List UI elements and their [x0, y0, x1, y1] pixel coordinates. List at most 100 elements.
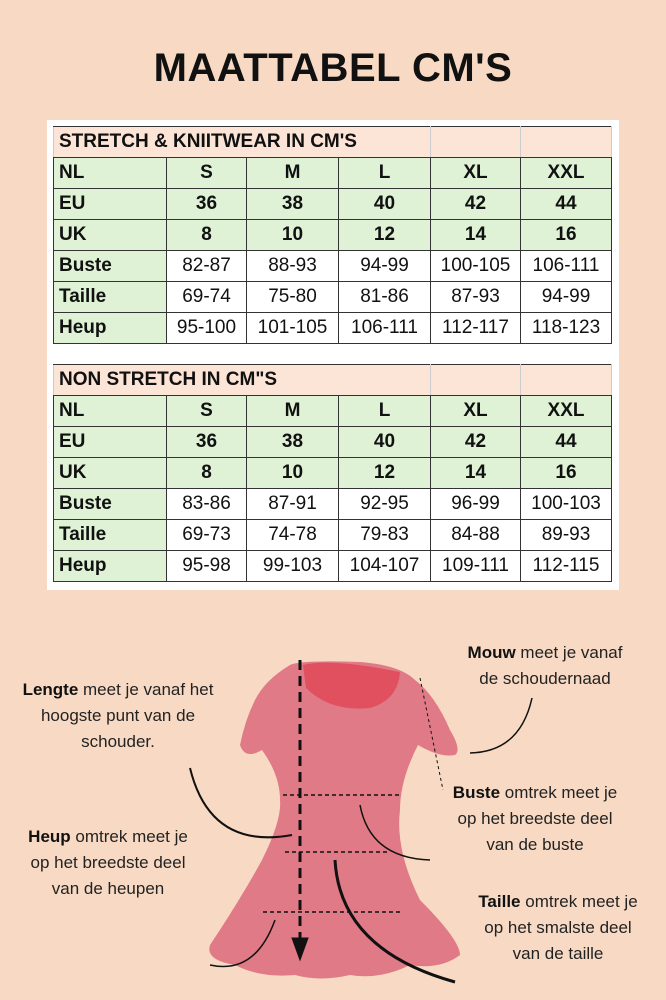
- table-cell: 69-73: [166, 519, 247, 551]
- table-cell: 16: [520, 219, 612, 251]
- dress-illustration: [189, 660, 533, 984]
- table-cell: 81-86: [338, 281, 431, 313]
- table-cell: M: [246, 395, 339, 427]
- table-cell: 112-117: [430, 312, 521, 344]
- row-label: Buste: [53, 250, 167, 282]
- table-heading: STRETCH & KNIITWEAR IN CM'S: [53, 126, 431, 158]
- empty-cell: [520, 126, 612, 158]
- table-cell: 84-88: [430, 519, 521, 551]
- table-cell: 106-111: [520, 250, 612, 282]
- table-cell: S: [166, 395, 247, 427]
- mouw-note: Mouw meet je vanaf de schoudernaad: [467, 643, 623, 688]
- row-label: Buste: [53, 488, 167, 520]
- table-cell: 40: [338, 426, 431, 458]
- table-cell: M: [246, 157, 339, 189]
- table-cell: 40: [338, 188, 431, 220]
- table-cell: 38: [246, 188, 339, 220]
- table-cell: 100-103: [520, 488, 612, 520]
- table-cell: XXL: [520, 157, 612, 189]
- non-stretch-size-table: NON STRETCH IN CM"S NL S M L XL XXL EU 36 38 40 42 4…: [53, 364, 612, 582]
- empty-cell: [430, 126, 521, 158]
- row-label: Taille: [53, 281, 167, 313]
- table-cell: 112-115: [520, 550, 612, 582]
- stretch-size-table: STRETCH & KNIITWEAR IN CM'S NL S M L XL XXL EU 3…: [53, 126, 612, 344]
- table-heading: NON STRETCH IN CM"S: [53, 364, 431, 396]
- table-row: Heup 95-100 101-105 106-111 112-117 118-123: [53, 312, 612, 344]
- table-row: Taille 69-73 74-78 79-83 84-88 89-93: [53, 519, 612, 551]
- table-cell: 94-99: [338, 250, 431, 282]
- table-cell: 69-74: [166, 281, 247, 313]
- table-cell: 95-100: [166, 312, 247, 344]
- table-cell: 92-95: [338, 488, 431, 520]
- table-cell: XL: [430, 157, 521, 189]
- table-cell: 96-99: [430, 488, 521, 520]
- table-cell: 99-103: [246, 550, 339, 582]
- table-cell: 38: [246, 426, 339, 458]
- taille-note: Taille omtrek meet je op het smalste deel…: [478, 892, 638, 963]
- table-row: Taille 69-74 75-80 81-86 87-93 94-99: [53, 281, 612, 313]
- table-cell: 44: [520, 188, 612, 220]
- row-label: NL: [53, 395, 167, 427]
- page-title: MAATTABEL CM'S: [153, 46, 513, 90]
- table-cell: 10: [246, 457, 339, 489]
- row-label: Heup: [53, 550, 167, 582]
- table-cell: 101-105: [246, 312, 339, 344]
- buste-note: Buste omtrek meet je op het breedste deel…: [452, 783, 618, 854]
- table-row: Buste 83-86 87-91 92-95 96-99 100-103: [53, 488, 612, 520]
- table-cell: 88-93: [246, 250, 339, 282]
- table-cell: 87-91: [246, 488, 339, 520]
- table-cell: 12: [338, 219, 431, 251]
- table-cell: 83-86: [166, 488, 247, 520]
- empty-cell: [430, 364, 521, 396]
- row-label: EU: [53, 426, 167, 458]
- table-cell: 100-105: [430, 250, 521, 282]
- table-cell: 36: [166, 188, 247, 220]
- dress-icon: [209, 661, 460, 979]
- table-cell: 8: [166, 457, 247, 489]
- table-cell: 16: [520, 457, 612, 489]
- table-cell: 118-123: [520, 312, 612, 344]
- table-cell: 42: [430, 426, 521, 458]
- row-label: Taille: [53, 519, 167, 551]
- table-cell: 75-80: [246, 281, 339, 313]
- table-cell: XXL: [520, 395, 612, 427]
- table-cell: 87-93: [430, 281, 521, 313]
- table-row: UK 8 10 12 14 16: [53, 457, 612, 489]
- table-cell: 74-78: [246, 519, 339, 551]
- row-label: EU: [53, 188, 167, 220]
- row-label: NL: [53, 157, 167, 189]
- table-row: EU 36 38 40 42 44: [53, 426, 612, 458]
- table-cell: 79-83: [338, 519, 431, 551]
- table-cell: 10: [246, 219, 339, 251]
- table-row: Heup 95-98 99-103 104-107 109-111 112-115: [53, 550, 612, 582]
- table-cell: 94-99: [520, 281, 612, 313]
- table-cell: 14: [430, 219, 521, 251]
- table-cell: 89-93: [520, 519, 612, 551]
- table-cell: 14: [430, 457, 521, 489]
- heup-note: Heup omtrek meet je op het breedste deel v…: [28, 827, 188, 898]
- table-row: EU 36 38 40 42 44: [53, 188, 612, 220]
- table-cell: 106-111: [338, 312, 431, 344]
- size-sheet: STRETCH & KNIITWEAR IN CM'S NL S M L XL XXL EU 3…: [47, 120, 619, 590]
- table-cell: 104-107: [338, 550, 431, 582]
- table-heading-row: NON STRETCH IN CM"S: [53, 364, 612, 396]
- lengte-note: Lengte meet je vanaf het hoogste punt van…: [22, 680, 214, 751]
- table-row: NL S M L XL XXL: [53, 157, 612, 189]
- table-cell: 95-98: [166, 550, 247, 582]
- table-cell: 8: [166, 219, 247, 251]
- table-row: NL S M L XL XXL: [53, 395, 612, 427]
- row-label: Heup: [53, 312, 167, 344]
- table-cell: 109-111: [430, 550, 521, 582]
- table-cell: 82-87: [166, 250, 247, 282]
- table-cell: 36: [166, 426, 247, 458]
- row-label: UK: [53, 457, 167, 489]
- table-cell: 42: [430, 188, 521, 220]
- table-cell: 12: [338, 457, 431, 489]
- empty-cell: [520, 364, 612, 396]
- table-cell: L: [338, 395, 431, 427]
- table-row: UK 8 10 12 14 16: [53, 219, 612, 251]
- table-cell: L: [338, 157, 431, 189]
- table-row: Buste 82-87 88-93 94-99 100-105 106-111: [53, 250, 612, 282]
- table-cell: S: [166, 157, 247, 189]
- row-label: UK: [53, 219, 167, 251]
